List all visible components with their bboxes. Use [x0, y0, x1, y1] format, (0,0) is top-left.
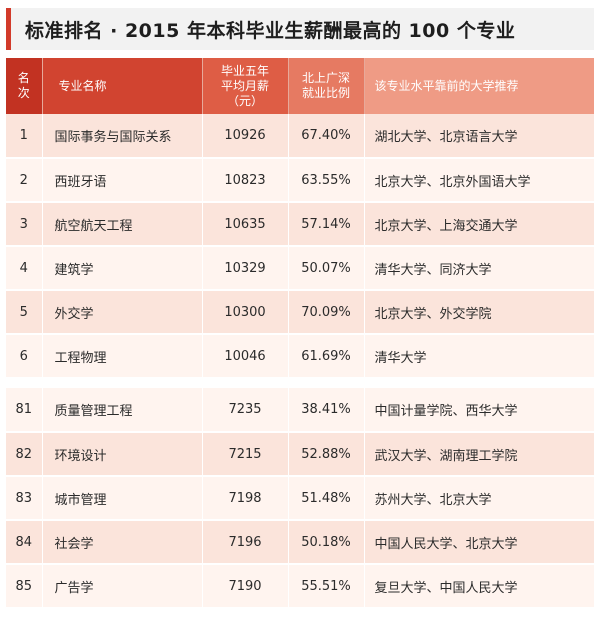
major-cell: 广告学 — [42, 564, 203, 609]
major-cell: 工程物理 — [42, 334, 203, 379]
universities-cell: 复旦大学、中国人民大学 — [364, 564, 594, 609]
rank-cell: 85 — [6, 564, 43, 609]
ratio-cell: 50.07% — [288, 246, 365, 291]
salary-cell: 10926 — [202, 114, 289, 159]
header-salary-line2: 平均月薪 — [220, 78, 269, 93]
salary-cell: 7198 — [202, 476, 289, 521]
major-cell: 质量管理工程 — [42, 388, 203, 433]
rank-cell: 2 — [6, 158, 43, 203]
major-cell: 航空航天工程 — [42, 202, 203, 247]
salary-cell: 10300 — [202, 290, 289, 335]
header-salary: 毕业五年 平均月薪 （元） — [202, 58, 289, 114]
universities-cell: 武汉大学、湖南理工学院 — [364, 432, 594, 477]
rank-cell: 81 — [6, 388, 43, 433]
rank-cell: 5 — [6, 290, 43, 335]
salary-cell: 7235 — [202, 388, 289, 433]
table-body: 1 国际事务与国际关系 10926 67.40% 湖北大学、北京语言大学 2 西班牙语 108… — [6, 114, 594, 609]
salary-cell: 7196 — [202, 520, 289, 565]
major-cell: 城市管理 — [42, 476, 203, 521]
ratio-cell: 50.18% — [288, 520, 365, 565]
ratio-cell: 67.40% — [288, 114, 365, 159]
table-row: 4 建筑学 10329 50.07% 清华大学、同济大学 — [6, 246, 594, 291]
ratio-cell: 38.41% — [288, 388, 365, 433]
universities-cell: 清华大学 — [364, 334, 594, 379]
header-ratio: 北上广深 就业比例 — [288, 58, 365, 114]
header-universities: 该专业水平靠前的大学推荐 — [364, 58, 594, 114]
table-header: 名 次 专业名称 毕业五年 平均月薪 （元） 北上广深 就业比例 该专业水平靠前… — [6, 58, 594, 114]
header-rank: 名 次 — [6, 58, 43, 114]
table-row: 81 质量管理工程 7235 38.41% 中国计量学院、西华大学 — [6, 388, 594, 433]
table-row: 84 社会学 7196 50.18% 中国人民大学、北京大学 — [6, 520, 594, 565]
universities-cell: 北京大学、上海交通大学 — [364, 202, 594, 247]
rank-cell: 3 — [6, 202, 43, 247]
major-cell: 外交学 — [42, 290, 203, 335]
ratio-cell: 51.48% — [288, 476, 365, 521]
major-cell: 环境设计 — [42, 432, 203, 477]
ratio-cell: 70.09% — [288, 290, 365, 335]
universities-cell: 湖北大学、北京语言大学 — [364, 114, 594, 159]
major-cell: 建筑学 — [42, 246, 203, 291]
header-major: 专业名称 — [42, 58, 203, 114]
salary-cell: 10046 — [202, 334, 289, 379]
rank-cell: 83 — [6, 476, 43, 521]
universities-cell: 苏州大学、北京大学 — [364, 476, 594, 521]
salary-cell: 7190 — [202, 564, 289, 609]
header-row: 名 次 专业名称 毕业五年 平均月薪 （元） 北上广深 就业比例 该专业水平靠前… — [6, 58, 594, 114]
salary-cell: 10823 — [202, 158, 289, 203]
salary-cell: 7215 — [202, 432, 289, 477]
table-row: 82 环境设计 7215 52.88% 武汉大学、湖南理工学院 — [6, 432, 594, 477]
rank-cell: 82 — [6, 432, 43, 477]
table-row: 1 国际事务与国际关系 10926 67.40% 湖北大学、北京语言大学 — [6, 114, 594, 159]
table-row: 83 城市管理 7198 51.48% 苏州大学、北京大学 — [6, 476, 594, 521]
table-row: 85 广告学 7190 55.51% 复旦大学、中国人民大学 — [6, 564, 594, 609]
table-row: 2 西班牙语 10823 63.55% 北京大学、北京外国语大学 — [6, 158, 594, 203]
header-rank-line1: 名 — [17, 71, 30, 85]
major-cell: 社会学 — [42, 520, 203, 565]
table-row: 6 工程物理 10046 61.69% 清华大学 — [6, 334, 594, 379]
universities-cell: 北京大学、北京外国语大学 — [364, 158, 594, 203]
header-rank-line2: 次 — [17, 86, 30, 100]
header-salary-line3: （元） — [226, 93, 263, 108]
universities-cell: 中国人民大学、北京大学 — [364, 520, 594, 565]
ratio-cell: 52.88% — [288, 432, 365, 477]
salary-cell: 10329 — [202, 246, 289, 291]
section-gap-cell — [6, 378, 594, 388]
universities-cell: 北京大学、外交学院 — [364, 290, 594, 335]
section-gap — [6, 378, 594, 388]
ratio-cell: 61.69% — [288, 334, 365, 379]
major-cell: 国际事务与国际关系 — [42, 114, 203, 159]
ratio-cell: 63.55% — [288, 158, 365, 203]
rank-cell: 84 — [6, 520, 43, 565]
ratio-cell: 55.51% — [288, 564, 365, 609]
header-ratio-line2: 就业比例 — [301, 86, 350, 100]
salary-cell: 10635 — [202, 202, 289, 247]
header-salary-line1: 毕业五年 — [220, 63, 269, 78]
title-bar: 标准排名 · 2015 年本科毕业生薪酬最高的 100 个专业 — [6, 8, 594, 50]
salary-ranking-table: 名 次 专业名称 毕业五年 平均月薪 （元） 北上广深 就业比例 该专业水平靠前… — [6, 58, 594, 609]
rank-cell: 4 — [6, 246, 43, 291]
universities-cell: 中国计量学院、西华大学 — [364, 388, 594, 433]
table-row: 3 航空航天工程 10635 57.14% 北京大学、上海交通大学 — [6, 202, 594, 247]
major-cell: 西班牙语 — [42, 158, 203, 203]
table-row: 5 外交学 10300 70.09% 北京大学、外交学院 — [6, 290, 594, 335]
rank-cell: 6 — [6, 334, 43, 379]
header-ratio-line1: 北上广深 — [301, 71, 350, 85]
universities-cell: 清华大学、同济大学 — [364, 246, 594, 291]
rank-cell: 1 — [6, 114, 43, 159]
page-title: 标准排名 · 2015 年本科毕业生薪酬最高的 100 个专业 — [25, 19, 516, 42]
ratio-cell: 57.14% — [288, 202, 365, 247]
